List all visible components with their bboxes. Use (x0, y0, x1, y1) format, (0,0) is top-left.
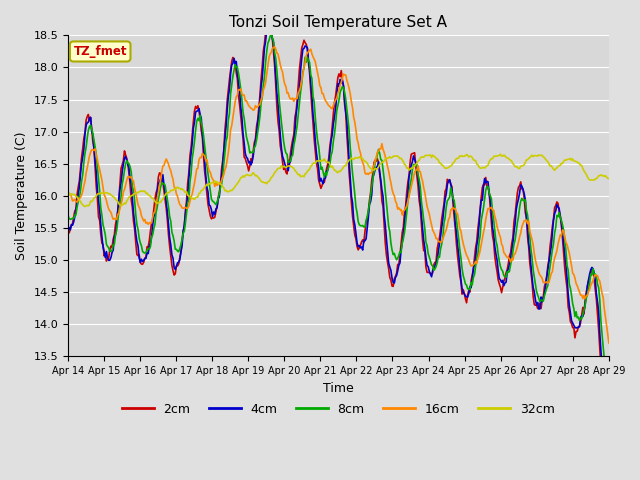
4cm (605, 444, 612, 449)
Line: 32cm: 32cm (68, 154, 609, 206)
4cm (232, 59, 240, 64)
4cm (64, 224, 72, 229)
32cm (81, 204, 89, 209)
16cm (271, 44, 278, 50)
2cm (605, 459, 612, 465)
8cm (232, 64, 240, 70)
8cm (463, 282, 470, 288)
4cm (293, 102, 301, 108)
Line: 4cm: 4cm (68, 19, 609, 446)
16cm (394, 206, 401, 212)
32cm (64, 190, 72, 196)
8cm (556, 215, 564, 221)
Line: 8cm: 8cm (68, 33, 609, 411)
Line: 2cm: 2cm (68, 18, 609, 462)
8cm (394, 255, 401, 261)
4cm (463, 294, 470, 300)
4cm (556, 214, 564, 219)
2cm (556, 213, 564, 218)
2cm (368, 178, 376, 183)
4cm (394, 268, 401, 274)
Line: 16cm: 16cm (68, 47, 609, 343)
X-axis label: Time: Time (323, 382, 354, 395)
Title: Tonzi Soil Temperature Set A: Tonzi Soil Temperature Set A (229, 15, 447, 30)
16cm (64, 190, 72, 196)
32cm (463, 152, 470, 157)
Text: TZ_fmet: TZ_fmet (74, 45, 127, 58)
2cm (64, 226, 72, 231)
2cm (293, 96, 301, 102)
8cm (605, 408, 612, 414)
2cm (394, 262, 401, 267)
2cm (232, 70, 240, 75)
16cm (556, 232, 564, 238)
8cm (64, 213, 72, 218)
32cm (234, 180, 241, 186)
4cm (368, 192, 376, 198)
2cm (463, 300, 470, 306)
16cm (463, 252, 470, 258)
4cm (265, 16, 273, 22)
32cm (557, 160, 565, 166)
16cm (232, 94, 240, 100)
32cm (368, 166, 376, 172)
32cm (394, 153, 401, 159)
8cm (268, 30, 275, 36)
32cm (497, 151, 504, 157)
Y-axis label: Soil Temperature (C): Soil Temperature (C) (15, 132, 28, 260)
16cm (368, 170, 376, 176)
32cm (605, 176, 612, 181)
8cm (368, 184, 376, 190)
Legend: 2cm, 4cm, 8cm, 16cm, 32cm: 2cm, 4cm, 8cm, 16cm, 32cm (117, 398, 559, 420)
32cm (293, 170, 301, 176)
16cm (605, 340, 612, 346)
16cm (293, 96, 301, 101)
2cm (264, 15, 272, 21)
8cm (293, 122, 301, 128)
